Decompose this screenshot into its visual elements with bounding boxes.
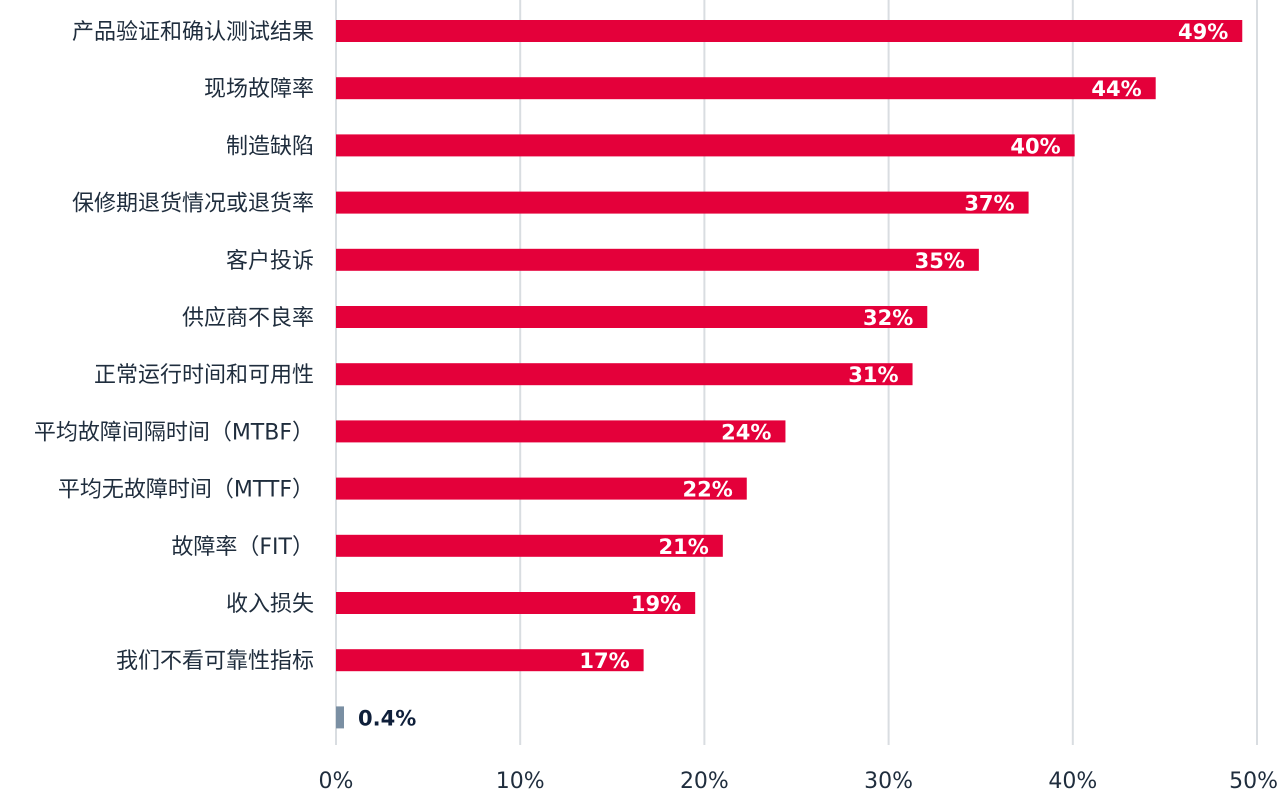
bar xyxy=(336,420,786,443)
value-label: 0.4% xyxy=(358,706,416,730)
category-label: 制造缺陷 xyxy=(226,134,314,159)
x-axis-ticks: 0% 10% 20% 30% 40% 50% xyxy=(319,769,1278,791)
value-label: 24% xyxy=(721,420,771,444)
bar xyxy=(336,306,928,328)
category-label: 供应商不良率 xyxy=(182,306,314,331)
value-label: 17% xyxy=(579,649,629,673)
x-tick-label: 30% xyxy=(864,769,913,791)
value-label: 22% xyxy=(683,478,733,502)
category-label: 收入损失 xyxy=(226,592,314,617)
category-label: 平均故障间隔时间（MTBF） xyxy=(34,420,314,445)
category-label: 现场故障率 xyxy=(204,77,314,102)
bar xyxy=(336,592,696,614)
category-labels: 产品验证和确认测试结果现场故障率制造缺陷保修期退货情况或退货率客户投诉供应商不良… xyxy=(34,20,314,674)
bar xyxy=(336,363,913,386)
value-label: 32% xyxy=(863,306,913,330)
category-label: 保修期退货情况或退货率 xyxy=(72,192,314,217)
bar xyxy=(336,706,344,729)
bar xyxy=(336,248,979,271)
category-label: 我们不看可靠性指标 xyxy=(116,649,314,674)
x-tick-label: 50% xyxy=(1229,769,1278,791)
value-label: 35% xyxy=(915,249,965,273)
category-label: 客户投诉 xyxy=(226,249,314,274)
bar xyxy=(336,134,1075,157)
value-label: 21% xyxy=(659,535,709,559)
bar xyxy=(336,20,1243,42)
category-label: 平均无故障时间（MTTF） xyxy=(58,478,314,503)
category-label: 产品验证和确认测试结果 xyxy=(72,20,314,45)
x-tick-label: 20% xyxy=(680,769,729,791)
bar xyxy=(336,649,644,672)
category-label: 正常运行时间和可用性 xyxy=(94,363,314,388)
x-tick-label: 40% xyxy=(1048,769,1097,791)
value-label: 49% xyxy=(1178,20,1228,44)
bar xyxy=(336,191,1029,214)
bar xyxy=(336,534,723,557)
value-label: 19% xyxy=(631,592,681,616)
value-label: 31% xyxy=(848,363,898,387)
bars xyxy=(336,20,1243,729)
bar xyxy=(336,77,1156,100)
x-tick-label: 10% xyxy=(496,769,545,791)
value-label: 40% xyxy=(1010,134,1060,158)
value-label: 37% xyxy=(964,192,1014,216)
bar xyxy=(336,477,747,500)
category-label: 故障率（FIT） xyxy=(171,535,314,560)
x-tick-label: 0% xyxy=(319,769,354,791)
value-labels: 49% 44% 40% 37% 35% 32% 31% 24% 22% 21% 19% 17% 0.4% xyxy=(358,20,1228,730)
value-label: 44% xyxy=(1091,77,1141,101)
